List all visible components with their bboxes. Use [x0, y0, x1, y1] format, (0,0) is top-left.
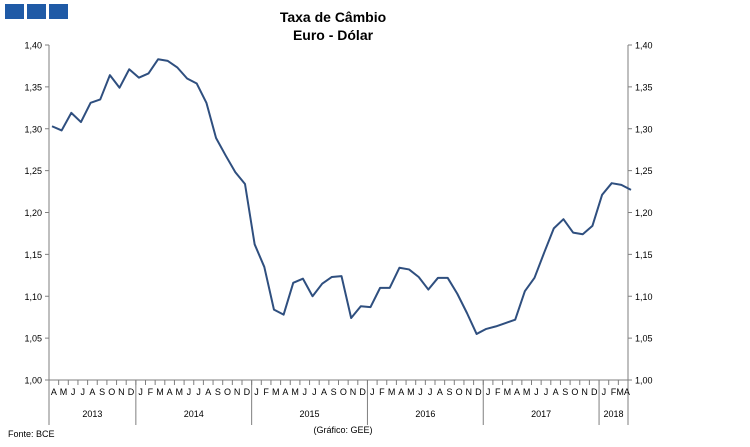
month-label: J: [81, 387, 86, 397]
y-tick-label-right: 1,20: [635, 208, 653, 218]
month-label: M: [156, 387, 164, 397]
month-label: O: [571, 387, 578, 397]
month-label: J: [302, 387, 307, 397]
year-label: 2013: [82, 409, 102, 419]
y-tick-label-right: 1,00: [635, 376, 653, 386]
month-label: O: [108, 387, 115, 397]
month-label: A: [553, 387, 559, 397]
month-label: A: [282, 387, 288, 397]
month-label: D: [591, 387, 598, 397]
month-label: J: [138, 387, 143, 397]
month-label: A: [167, 387, 173, 397]
y-tick-label-left: 1,05: [24, 334, 42, 344]
y-axis-right-ticks: 1,00 1,05 1,10 1,15 1,20 1,25 1,30 1,35 1,40: [628, 41, 653, 386]
month-label: D: [359, 387, 366, 397]
month-label: D: [128, 387, 135, 397]
month-label: N: [581, 387, 588, 397]
month-label: A: [89, 387, 95, 397]
month-label: F: [148, 387, 154, 397]
year-label: 2016: [415, 409, 435, 419]
year-label: 2014: [184, 409, 204, 419]
source-note: Fonte: BCE: [8, 429, 55, 439]
month-label: N: [234, 387, 241, 397]
month-label: M: [388, 387, 396, 397]
month-label: A: [514, 387, 520, 397]
month-label: M: [176, 387, 184, 397]
y-tick-label-left: 1,00: [24, 376, 42, 386]
y-axis-left-ticks: 1,00 1,05 1,10 1,15 1,20 1,25 1,30 1,35 1,40: [24, 41, 49, 386]
y-tick-label-left: 1,15: [24, 250, 42, 260]
month-label: F: [611, 387, 617, 397]
month-label: J: [71, 387, 76, 397]
month-label: S: [331, 387, 337, 397]
y-tick-label-left: 1,20: [24, 208, 42, 218]
month-label: A: [205, 387, 211, 397]
month-label: M: [504, 387, 512, 397]
series-layer: [51, 58, 632, 335]
month-label: N: [466, 387, 473, 397]
month-label: F: [379, 387, 385, 397]
month-label: J: [254, 387, 259, 397]
logo-block-3: [49, 4, 68, 19]
y-tick-label-right: 1,30: [635, 124, 653, 134]
month-label: S: [562, 387, 568, 397]
month-label: S: [446, 387, 452, 397]
month-label: MA: [616, 387, 630, 397]
series-line: [51, 58, 632, 335]
y-tick-label-right: 1,40: [635, 41, 653, 51]
month-label: M: [407, 387, 415, 397]
month-label: J: [544, 387, 549, 397]
month-label: A: [437, 387, 443, 397]
month-label: F: [495, 387, 501, 397]
month-label: J: [312, 387, 317, 397]
month-label: J: [418, 387, 423, 397]
year-label: 2017: [531, 409, 551, 419]
month-label: J: [602, 387, 607, 397]
month-label: M: [272, 387, 280, 397]
month-label: O: [224, 387, 231, 397]
year-label: 2015: [300, 409, 320, 419]
month-label: J: [370, 387, 375, 397]
month-label: D: [475, 387, 482, 397]
y-tick-label-left: 1,40: [24, 41, 42, 51]
month-label: J: [428, 387, 433, 397]
y-tick-label-left: 1,25: [24, 166, 42, 176]
axes: [48, 45, 629, 425]
y-tick-label-right: 1,15: [635, 250, 653, 260]
month-label: S: [99, 387, 105, 397]
month-label: S: [215, 387, 221, 397]
y-tick-label-right: 1,35: [635, 82, 653, 92]
month-label: D: [244, 387, 251, 397]
month-label: F: [263, 387, 269, 397]
y-tick-label-left: 1,35: [24, 82, 42, 92]
logo-block-2: [27, 4, 46, 19]
y-tick-label-left: 1,10: [24, 292, 42, 302]
month-label: A: [51, 387, 57, 397]
y-tick-label-right: 1,25: [635, 166, 653, 176]
month-label: J: [196, 387, 201, 397]
chart-subtitle: Euro - Dólar: [293, 27, 374, 43]
y-tick-label-left: 1,30: [24, 124, 42, 134]
month-label: M: [291, 387, 299, 397]
month-label: J: [486, 387, 491, 397]
month-label: J: [534, 387, 539, 397]
month-label: J: [187, 387, 192, 397]
year-label: 2018: [604, 409, 624, 419]
credit-note: (Gráfico: GEE): [313, 425, 372, 435]
month-label: A: [398, 387, 404, 397]
month-label: M: [60, 387, 68, 397]
month-label: N: [118, 387, 125, 397]
logo: [5, 4, 68, 19]
chart-title: Taxa de Câmbio: [280, 9, 386, 25]
month-label: N: [350, 387, 357, 397]
y-tick-label-right: 1,10: [635, 292, 653, 302]
month-label: O: [340, 387, 347, 397]
logo-block-1: [5, 4, 24, 19]
y-tick-label-right: 1,05: [635, 334, 653, 344]
month-label: A: [321, 387, 327, 397]
month-label: O: [456, 387, 463, 397]
month-label: M: [523, 387, 531, 397]
